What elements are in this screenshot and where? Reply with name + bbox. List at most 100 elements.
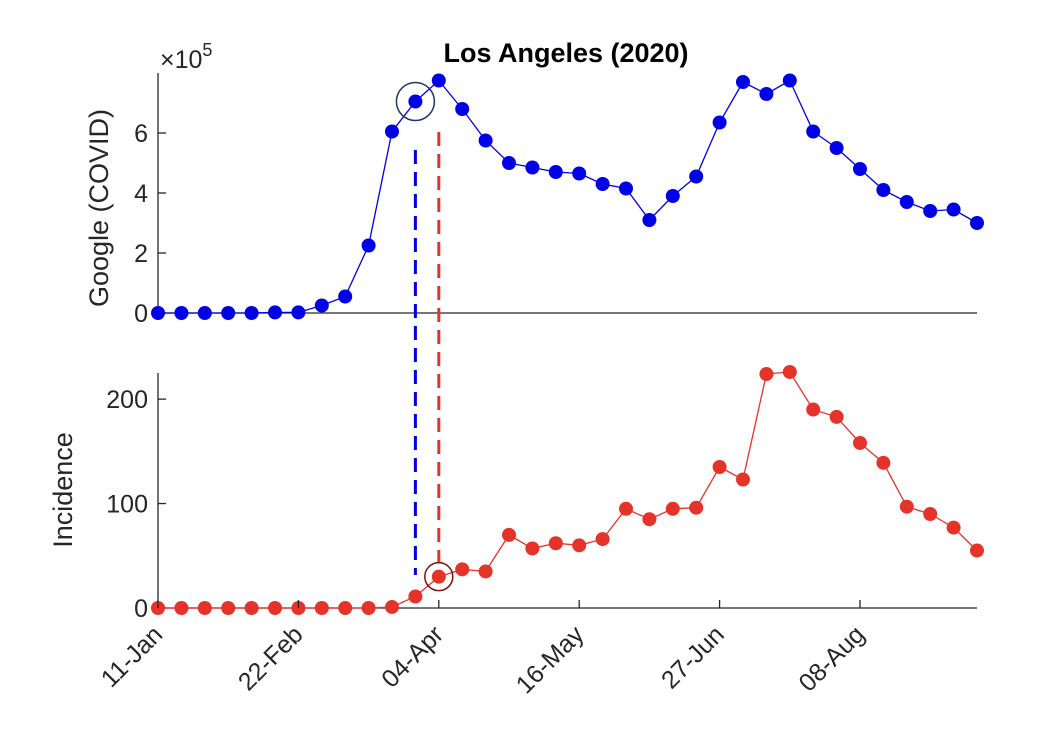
bottom-data-point [502, 527, 516, 542]
bottom-data-point [782, 364, 797, 379]
bottom-data-point [572, 538, 587, 553]
bottom-y-tick-label: 0 [134, 595, 148, 623]
bottom-data-point [642, 512, 657, 527]
top-data-point [221, 306, 236, 320]
top-data-point [408, 94, 423, 109]
top-series-points [151, 73, 984, 320]
bottom-data-point [853, 435, 867, 450]
top-data-point [829, 141, 844, 155]
bottom-data-point [923, 507, 938, 521]
bottom-data-point [525, 541, 540, 556]
top-data-point [946, 202, 961, 217]
top-data-point [478, 133, 493, 148]
top-y-tick-label: 4 [134, 180, 148, 208]
top-data-point [455, 102, 470, 116]
bottom-y-tick-label: 100 [106, 491, 148, 519]
top-data-point [619, 181, 633, 196]
bottom-data-point [548, 536, 563, 551]
bottom-data-point [829, 409, 844, 424]
top-data-point [197, 306, 212, 320]
top-y-tick-label: 0 [134, 300, 148, 328]
top-data-point [525, 160, 540, 175]
top-data-point [689, 169, 704, 184]
bottom-data-point [244, 601, 259, 615]
bottom-data-point [385, 599, 399, 614]
top-y-ticks: 0 2 4 6 [134, 120, 166, 328]
top-y-tick-label: 2 [134, 240, 148, 268]
top-data-point [736, 75, 750, 89]
top-data-point [385, 124, 399, 139]
top-y-exponent: ×105 [160, 40, 212, 74]
bottom-highlight-circle [424, 561, 454, 592]
bottom-data-point [268, 601, 282, 615]
top-data-point [314, 298, 329, 313]
chart-title: Los Angeles (2020) [443, 38, 688, 68]
bottom-data-point [806, 402, 821, 417]
top-data-point [665, 189, 680, 203]
x-tick-label: 04-Apr [376, 620, 449, 693]
top-data-point [899, 195, 914, 209]
bottom-y-axis-title: Incidence [48, 432, 78, 548]
top-data-point [782, 73, 797, 88]
top-data-point [572, 166, 587, 181]
bottom-data-point [946, 520, 961, 535]
bottom-data-point [712, 460, 727, 474]
x-tick-label: 08-Aug [793, 620, 870, 697]
top-data-point [642, 213, 657, 227]
top-data-point [853, 162, 867, 176]
bottom-data-point [689, 500, 704, 515]
bottom-data-point [899, 499, 914, 514]
bottom-data-point [970, 543, 984, 558]
top-data-point [759, 87, 774, 101]
x-tick-label: 22-Feb [233, 620, 309, 696]
top-data-point [876, 183, 891, 197]
bottom-y-tick-label: 200 [106, 386, 148, 414]
top-data-point [338, 289, 353, 304]
top-data-point [806, 124, 821, 139]
bottom-data-point [478, 564, 493, 579]
bottom-series-line [158, 371, 978, 609]
top-series-line [158, 79, 978, 314]
top-data-point [151, 306, 165, 320]
top-panel: 0 2 4 6 ×105 Google (COVID) [84, 40, 984, 575]
bottom-data-point [431, 569, 446, 584]
top-data-point [174, 306, 189, 320]
top-data-point [712, 115, 727, 130]
bottom-data-point [595, 532, 610, 547]
x-tick-label: 11-Jan [96, 620, 169, 693]
top-exponent-base: ×10 [160, 46, 202, 74]
top-data-point [268, 305, 282, 320]
top-data-point [431, 73, 446, 88]
bottom-data-point [314, 601, 329, 615]
bottom-series-points [151, 364, 984, 615]
top-data-point [923, 204, 938, 218]
bottom-data-point [338, 601, 353, 615]
bottom-data-point [759, 367, 774, 382]
bottom-data-point [221, 601, 236, 615]
bottom-data-point [408, 589, 423, 604]
bottom-data-point [876, 455, 891, 470]
bottom-data-point [736, 472, 750, 487]
bottom-panel: 0 100 200 Incidence 11-Jan 22-Feb 04-Apr 16-M… [48, 132, 984, 699]
bottom-y-ticks: 0 100 200 [106, 386, 166, 623]
x-ticks: 11-Jan 22-Feb 04-Apr 16-May 27-Jun 08-Aug [96, 600, 870, 699]
bottom-data-point [361, 601, 376, 615]
bottom-data-point [455, 562, 470, 577]
x-tick-label: 27-Jun [656, 620, 730, 694]
top-data-point [502, 156, 516, 170]
top-y-tick-label: 6 [134, 120, 148, 148]
bottom-data-point [619, 501, 633, 516]
bottom-data-point [665, 501, 680, 516]
top-y-axis-title: Google (COVID) [84, 109, 114, 307]
top-data-point [970, 216, 984, 230]
top-data-point [244, 306, 259, 320]
top-data-point [361, 238, 376, 253]
top-data-point [548, 165, 563, 179]
top-highlight-circle [395, 81, 436, 122]
top-data-point [291, 305, 306, 320]
bottom-data-point [174, 601, 189, 615]
top-data-point [595, 177, 610, 191]
top-exponent-power: 5 [202, 40, 212, 60]
x-tick-label: 16-May [511, 620, 590, 699]
